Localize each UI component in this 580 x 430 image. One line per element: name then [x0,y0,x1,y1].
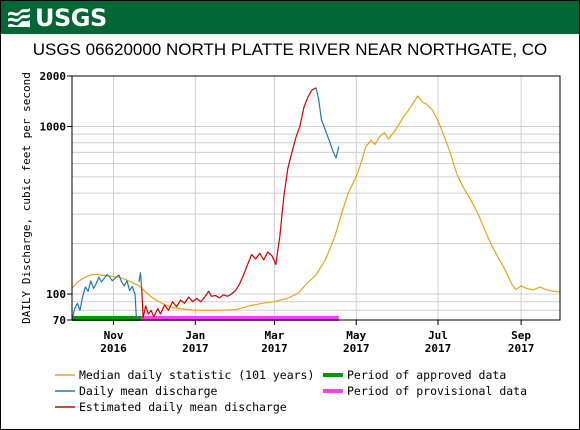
x-tick-label: Mar [265,329,285,342]
daily-mean-line-segment [138,272,143,289]
y-tick-label: 2000 [40,70,67,83]
legend-label: Median daily statistic (101 years) [79,368,314,382]
legend-label: Period of approved data [347,368,506,382]
daily-mean-line-segment [71,273,137,321]
period-bar [141,316,339,321]
x-tick-year: 2017 [182,342,209,355]
y-axis-label: DAILY Discharge, cubic feet per second [20,72,33,324]
y-tick-label: 70 [53,314,66,327]
legend-label: Period of provisional data [347,384,527,398]
series-lines [71,87,561,321]
x-tick-year: 2017 [261,342,288,355]
usgs-logo-text: USGS [35,4,107,32]
legend-label: Daily mean discharge [79,384,218,398]
x-tick-label: Jul [428,329,448,342]
x-tick-label: Jan [185,329,205,342]
x-tick-year: 2017 [508,342,535,355]
x-tick-year: 2017 [425,342,452,355]
x-tick-label: Sep [511,329,531,342]
daily-mean-line-segment [315,87,340,159]
plot-area-border [71,75,561,321]
x-tick-year: 2017 [343,342,370,355]
x-tick-year: 2016 [100,342,127,355]
period-bar [72,316,142,321]
x-tick-label: Nov [104,329,124,342]
y-tick-label: 100 [46,288,66,301]
usgs-banner: USGS [1,1,579,34]
chart-title: USGS 06620000 NORTH PLATTE RIVER NEAR NO… [32,40,548,59]
usgs-logo[interactable]: USGS [7,4,107,32]
grid-layer [72,75,560,321]
x-tick-label: May [346,329,366,342]
legend-label: Estimated daily mean discharge [79,400,287,414]
axis-ticks: 7010010002000Nov2016Jan2017Mar2017May201… [40,70,535,355]
y-tick-label: 1000 [40,120,67,133]
period-bars [72,316,339,321]
usgs-wave-icon [8,8,30,27]
median-line [71,95,561,311]
legend: Median daily statistic (101 years) Daily … [55,368,527,414]
estimated-mean-line [141,87,317,319]
